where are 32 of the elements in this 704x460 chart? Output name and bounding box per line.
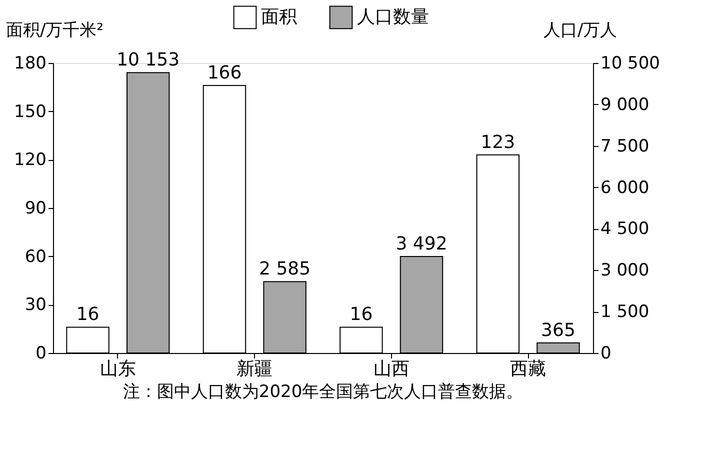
y2-tick-label: 3 000 [600, 260, 650, 281]
y2-tick-label: 0 [600, 344, 612, 364]
data-label: 2 585 [259, 258, 311, 280]
y-tick-label: 60 [24, 246, 46, 267]
y-axis-title: 面积/万千米² [6, 20, 104, 40]
y2-tick-label: 4 500 [600, 219, 650, 240]
legend-label: 面积 [261, 6, 297, 28]
legend-label: 人口数量 [357, 6, 429, 28]
text: 注：图中人口数为2020年全国第七次人口普查数据。 [122, 382, 524, 402]
data-label: 16 [76, 304, 100, 326]
data-label: 10 153 [116, 50, 180, 71]
x-tick-label: 山东 [100, 358, 136, 380]
x-tick-label: 山西 [373, 358, 410, 380]
data-label: 365 [541, 320, 576, 341]
y-tick-label: 120 [14, 150, 46, 170]
data-label: 3 492 [396, 234, 448, 255]
y-tick-label: 180 [14, 54, 46, 74]
y-tick-label: 90 [24, 198, 46, 218]
y2-tick-label: 6 000 [600, 178, 650, 198]
x-tick-label: 西藏 [510, 358, 546, 380]
y-tick-label: 150 [14, 102, 46, 122]
data-label: 16 [350, 304, 373, 326]
x-tick-label: 新疆 [236, 358, 273, 380]
y-tick-label: 0 [36, 344, 46, 364]
data-label: 166 [207, 62, 242, 84]
y2-tick-label: 7 500 [600, 136, 650, 156]
y2-tick-label: 10 500 [600, 54, 660, 74]
y-tick-label: 30 [24, 295, 46, 316]
data-label: 123 [480, 132, 516, 153]
y2-tick-label: 9 000 [600, 94, 650, 115]
y2-axis-title: 人口/万人 [544, 20, 618, 40]
y2-tick-label: 1 500 [600, 302, 650, 322]
